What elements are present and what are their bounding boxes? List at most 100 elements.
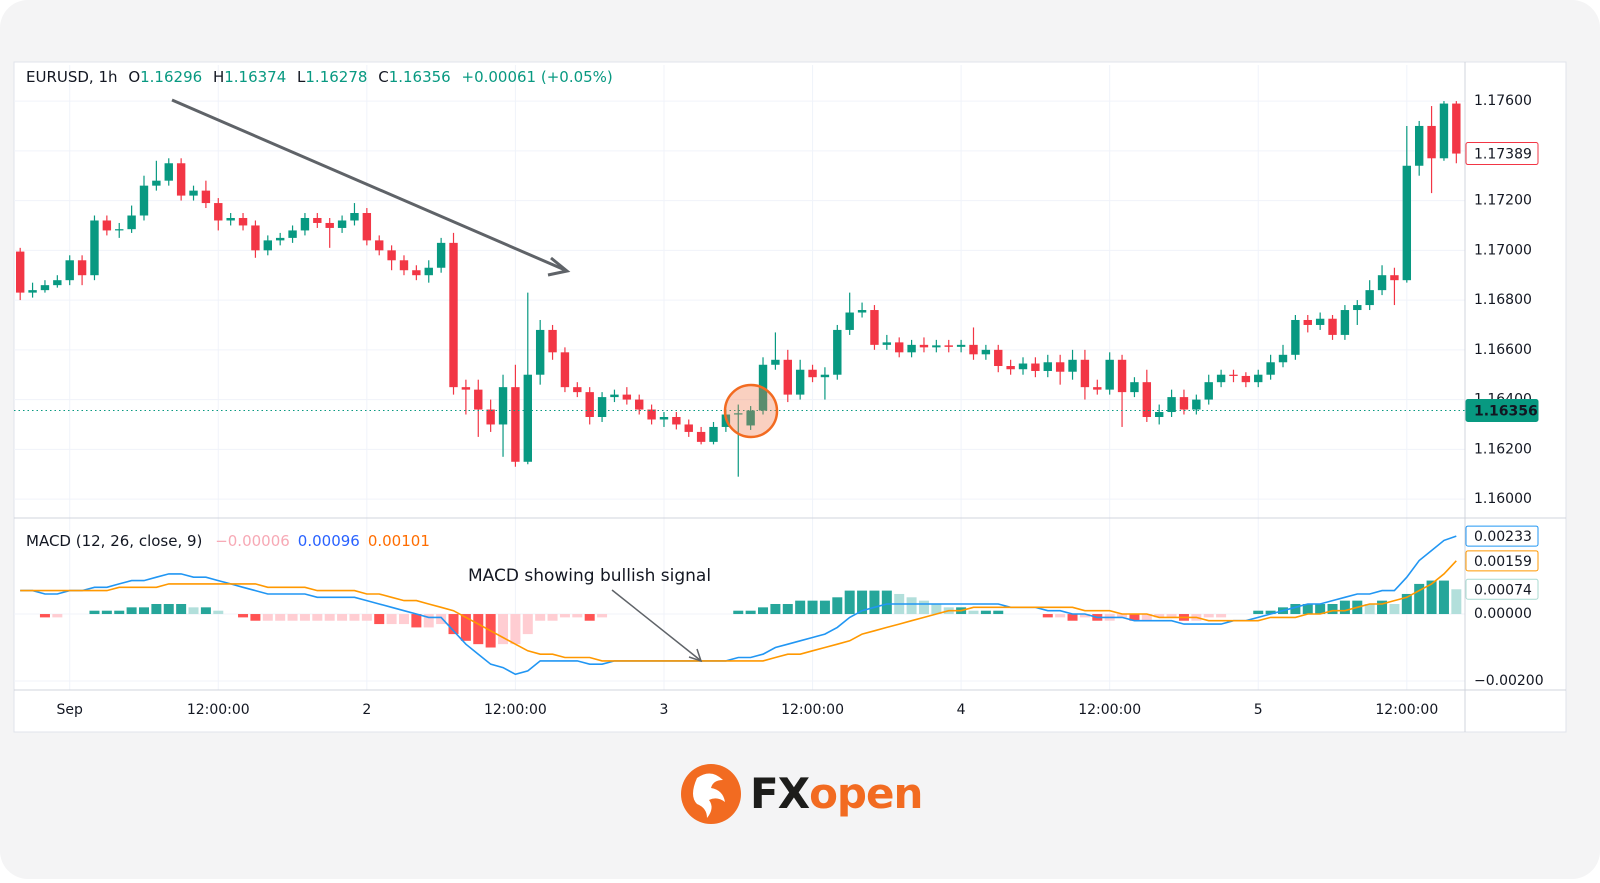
candle-body	[263, 240, 273, 251]
candle-body	[65, 260, 74, 281]
value-tag-label: 0.00233	[1474, 529, 1532, 545]
histogram-bar	[398, 614, 409, 625]
trend-arrow-head	[547, 256, 571, 277]
candle-body	[1291, 319, 1300, 355]
histogram-bar	[1327, 603, 1338, 615]
histogram-bar	[250, 614, 261, 621]
candle-body	[486, 409, 495, 425]
candle-body	[375, 240, 384, 251]
candle-body	[1216, 374, 1226, 383]
histogram-bar	[906, 597, 917, 615]
histogram-bar	[807, 600, 818, 615]
value-tag	[1465, 550, 1539, 572]
histogram-bar	[287, 614, 298, 621]
candle-body	[1142, 382, 1152, 418]
candle-body	[672, 417, 681, 425]
candle-body	[201, 190, 211, 204]
candle-body	[238, 217, 248, 226]
candle-body	[1130, 382, 1139, 393]
candle-body	[1241, 375, 1251, 383]
histogram-bar	[832, 597, 843, 615]
candle-body	[115, 229, 124, 231]
histogram-bar	[1377, 600, 1388, 615]
histogram-bar	[386, 614, 397, 625]
histogram-bar	[1401, 593, 1412, 615]
macd-line	[20, 560, 1457, 662]
candle-body	[932, 345, 941, 348]
candle-body	[1414, 125, 1424, 166]
histogram-bar	[1129, 614, 1140, 621]
histogram-bar	[1426, 580, 1437, 615]
candle-body	[1439, 103, 1449, 159]
candle-body	[1353, 305, 1362, 311]
candle-body	[275, 237, 285, 241]
candle-body	[907, 344, 916, 353]
histogram-bar	[597, 614, 608, 618]
histogram-bar	[1055, 614, 1066, 618]
candle-body	[164, 163, 173, 181]
histogram-bar	[572, 614, 583, 618]
histogram-bar	[349, 614, 360, 621]
histogram-bar	[1253, 610, 1264, 615]
candle-body	[585, 392, 594, 418]
histogram-bar	[1302, 603, 1313, 615]
candle-body	[1018, 363, 1028, 370]
candle-body	[1390, 275, 1399, 281]
histogram-bar	[114, 610, 125, 615]
histogram-bar	[584, 614, 595, 621]
histogram-bar	[460, 614, 471, 641]
candle-body	[857, 310, 867, 313]
histogram-bar	[411, 614, 422, 628]
histogram-bar	[436, 614, 447, 625]
x-tick-label: 12:00:00	[1375, 702, 1438, 718]
candle-body	[350, 213, 359, 221]
y-tick-label: 1.16200	[1474, 441, 1532, 457]
candle-body	[969, 344, 978, 355]
candle-body	[1179, 397, 1189, 410]
candle-body	[498, 387, 508, 425]
histogram-bar	[931, 603, 942, 615]
x-tick-label: 12:00:00	[187, 702, 250, 718]
candle-body	[387, 250, 396, 261]
candle-body	[511, 387, 520, 462]
legend-key: H	[213, 68, 224, 86]
candle-body	[1278, 354, 1288, 363]
histogram-bar	[1290, 603, 1301, 615]
price-legend: EURUSD, 1h O1.16296 H1.16374 L1.16278 C1…	[26, 68, 613, 86]
macd-legend-value: 0.00101	[368, 532, 430, 550]
candle-body	[288, 230, 297, 238]
candle-body	[870, 310, 879, 345]
candle-body	[573, 387, 582, 393]
candle-body	[944, 345, 953, 347]
candle-body	[919, 344, 929, 348]
candle-body	[1427, 125, 1436, 159]
histogram-bar	[126, 607, 137, 615]
candle-body	[313, 217, 322, 223]
candle-body	[1402, 165, 1412, 281]
value-tag	[1465, 525, 1539, 547]
histogram-bar	[980, 610, 991, 615]
candle-body	[176, 163, 186, 196]
candle-body	[449, 242, 458, 388]
highlight-circle	[723, 383, 779, 439]
histogram-bar	[968, 610, 979, 615]
value-tag-label: 0.00074	[1474, 582, 1532, 598]
annotation-arrow	[611, 589, 701, 661]
trend-arrow	[171, 98, 566, 272]
candle-body	[251, 225, 260, 251]
candle-body	[152, 180, 161, 186]
histogram-bar	[1117, 614, 1128, 618]
histogram-bar	[52, 614, 63, 618]
candle-body	[684, 424, 693, 432]
candle-body	[40, 285, 50, 291]
histogram-bar	[1216, 614, 1227, 618]
histogram-bar	[1438, 580, 1449, 615]
x-tick-label: 12:00:00	[484, 702, 547, 718]
histogram-bar	[163, 603, 174, 615]
candle-body	[659, 417, 669, 420]
candle-body	[1105, 359, 1114, 390]
macd-line	[20, 535, 1457, 676]
candle-body	[783, 359, 792, 395]
histogram-bar	[138, 607, 149, 615]
